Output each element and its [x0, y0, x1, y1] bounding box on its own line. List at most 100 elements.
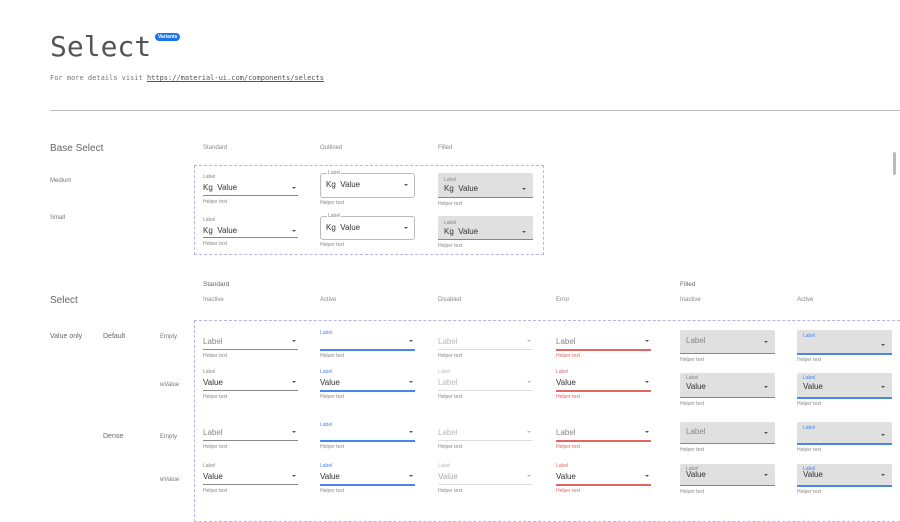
field-underline [320, 484, 415, 486]
field-value: Kg Value [203, 226, 238, 235]
select-field[interactable]: Label Helper text [556, 330, 651, 359]
select-field[interactable]: Label Value Helper text [320, 463, 415, 494]
select-field[interactable]: Label Kg Value Helper text [203, 216, 298, 247]
base-select-heading: Base Select [50, 143, 104, 154]
select-field[interactable]: Label Helper text [438, 422, 533, 450]
select-field[interactable]: Label Value Helper text [680, 464, 775, 495]
field-underline [203, 195, 298, 196]
select-field[interactable]: Label Helper text [320, 422, 415, 450]
helper-text: Helper text [203, 199, 228, 205]
field-label: Label [686, 466, 699, 472]
field-value: Label [556, 428, 576, 437]
dropdown-arrow-icon [292, 340, 296, 342]
field-value: Kg Value [326, 180, 361, 189]
helper-text: Helper text [320, 200, 345, 206]
select-field[interactable]: Label Value Helper text [797, 373, 892, 407]
select-heading: Select [50, 295, 78, 306]
select-field[interactable]: Label Value Helper text [680, 373, 775, 407]
helper-text: Helper text [203, 241, 228, 247]
dropdown-arrow-icon [764, 431, 768, 434]
col-disabled: Disabled [438, 297, 462, 303]
divider [50, 110, 900, 111]
helper-text: Helper text [438, 488, 463, 494]
select-field[interactable]: Label Value Helper text [797, 464, 892, 495]
field-value: Kg Value [444, 184, 479, 193]
helper-text: Helper text [797, 447, 822, 453]
select-field[interactable]: Label Value Helper text [203, 369, 298, 400]
field-value: Kg Value [444, 227, 479, 236]
field-underline [438, 239, 533, 240]
field-underline [203, 484, 298, 485]
select-field[interactable]: Label Value Helper text [556, 369, 651, 400]
subtitle-text: For more details visit [50, 74, 147, 82]
helper-text: Helper text [320, 444, 345, 450]
select-field[interactable]: Label Kg Value Helper text [438, 216, 533, 249]
dropdown-arrow-icon [292, 230, 296, 232]
select-field[interactable]: Label Helper text [680, 330, 775, 363]
select-field[interactable]: Label Kg Value Helper text [203, 173, 298, 205]
dropdown-arrow-icon [881, 474, 885, 476]
section-value-only: Value only [50, 333, 83, 340]
field-underline [680, 443, 775, 444]
scrollbar[interactable] [893, 152, 896, 175]
field-value: Label [438, 337, 458, 346]
field-underline [797, 353, 892, 355]
field-label: Label [438, 369, 451, 375]
select-field[interactable]: Label Helper text [680, 422, 775, 453]
col-inactive: Inactive [680, 297, 701, 303]
helper-text: Helper text [680, 447, 705, 453]
group-standard: Standard [203, 281, 230, 288]
field-value: Kg Value [203, 183, 238, 192]
select-field[interactable]: Label Value Helper text [320, 369, 415, 400]
field-value: Value [320, 472, 340, 481]
select-field[interactable]: Label Helper text [203, 330, 298, 359]
field-label: Label [320, 369, 333, 375]
field-label: Label [203, 369, 216, 375]
dropdown-arrow-icon [881, 344, 885, 346]
field-underline [320, 390, 415, 392]
dropdown-arrow-icon [527, 381, 531, 383]
select-field[interactable]: Label Kg Value Helper text [438, 173, 533, 207]
field-label: Label [803, 375, 816, 381]
select-field[interactable]: Label Value Helper text [556, 463, 651, 494]
select-field[interactable]: Label Helper text [797, 422, 892, 453]
select-field[interactable]: Label Kg Value Helper text [320, 213, 415, 248]
select-field[interactable]: Label Helper text [320, 330, 415, 359]
field-underline [320, 349, 415, 351]
field-underline [556, 390, 651, 392]
select-box [680, 422, 775, 443]
select-field[interactable]: Label Helper text [438, 330, 533, 359]
field-value: Label [438, 378, 458, 387]
select-field[interactable]: Label Label Helper text [438, 369, 533, 400]
select-box [680, 464, 775, 485]
select-box [797, 422, 892, 443]
select-field[interactable]: Label Kg Value Helper text [320, 170, 415, 206]
base-select-frame [194, 165, 544, 255]
col-outlined: Outlined [320, 145, 343, 151]
state-empty-dense: Empty [160, 434, 178, 440]
select-field[interactable]: Label Helper text [797, 330, 892, 363]
dropdown-arrow-icon [409, 340, 413, 342]
select-field[interactable]: Label Helper text [203, 422, 298, 450]
field-underline [556, 484, 651, 486]
docs-link[interactable]: https://material-ui.com/components/selec… [146, 74, 324, 82]
field-label: Label [203, 463, 216, 469]
field-value: Label [438, 428, 458, 437]
field-label: Label [438, 463, 451, 469]
dropdown-arrow-icon [522, 188, 526, 190]
select-field[interactable]: Label Helper text [556, 422, 651, 450]
field-label: Label [803, 425, 816, 431]
field-underline [797, 397, 892, 399]
field-value: Kg Value [326, 223, 361, 232]
select-field[interactable]: Label Value Helper text [438, 463, 533, 494]
col-inactive: Inactive [203, 297, 224, 303]
dropdown-arrow-icon [409, 381, 413, 383]
dropdown-arrow-icon [764, 340, 768, 343]
field-label: Label [203, 217, 216, 223]
helper-text: Helper text [556, 444, 581, 450]
dropdown-arrow-icon [292, 431, 296, 433]
helper-text: Helper text [680, 489, 705, 495]
select-field[interactable]: Label Value Helper text [203, 463, 298, 494]
select-box [320, 216, 415, 240]
dropdown-arrow-icon [527, 475, 531, 477]
